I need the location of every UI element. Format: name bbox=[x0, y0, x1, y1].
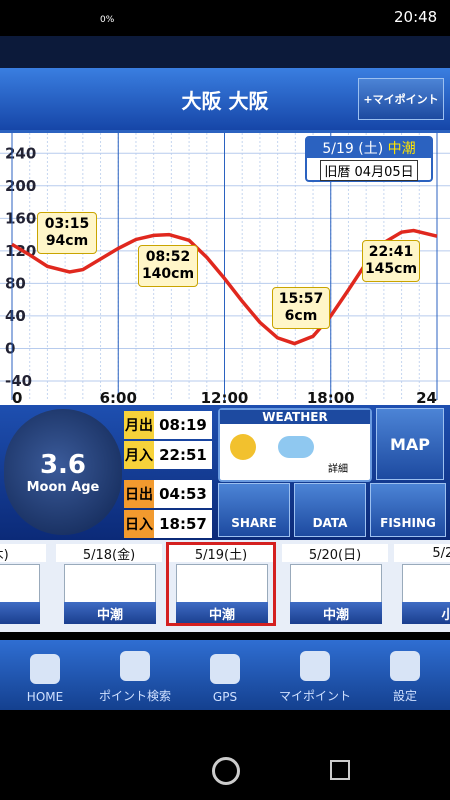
y-tick-label: 80 bbox=[5, 274, 26, 292]
tide-callout: 03:15 94cm bbox=[37, 212, 97, 254]
time: 08:19 bbox=[154, 411, 212, 439]
nav-icon bbox=[120, 651, 150, 681]
lunar-date: 旧暦 04月05日 bbox=[320, 159, 418, 181]
nav-label: HOME bbox=[26, 690, 64, 704]
tide-callout: 15:57 6cm bbox=[272, 287, 330, 329]
day-date: 5/21 bbox=[394, 544, 450, 562]
bottom-nav: HOME ポイント検索 GPS マイポイント 設定 bbox=[0, 640, 450, 710]
callout-time: 22:41 bbox=[368, 244, 414, 260]
nav-icon bbox=[390, 651, 420, 681]
x-tick-label: 12:00 bbox=[201, 389, 249, 407]
nav-icon bbox=[300, 651, 330, 681]
x-tick-label: 0 bbox=[12, 389, 22, 407]
day-wave bbox=[64, 564, 156, 604]
spacer bbox=[0, 36, 450, 68]
day-tide[interactable]: 潮 bbox=[0, 602, 40, 624]
day-strip: 7(木) 潮 5/18(金) 中潮 5/19(土) 中潮 5/20(日) 中潮 5/21 小 bbox=[0, 540, 450, 632]
data-button[interactable]: DATA bbox=[294, 483, 366, 537]
day-wave bbox=[0, 564, 40, 604]
time: 04:53 bbox=[154, 480, 212, 508]
day-date: 5/20(日) bbox=[282, 544, 388, 563]
nav-label: ポイント検索 bbox=[98, 689, 171, 703]
y-tick-label: 0 bbox=[5, 339, 15, 357]
day-tide[interactable]: 小 bbox=[402, 602, 450, 624]
nav-label: GPS bbox=[212, 690, 238, 704]
clock: 20:48 bbox=[394, 8, 438, 26]
callout-time: 03:15 bbox=[44, 216, 90, 232]
nav-label: マイポイント bbox=[278, 689, 351, 703]
home-key[interactable] bbox=[212, 757, 240, 785]
date-box: 5/19 (土) 中潮 旧暦 04月05日 bbox=[305, 136, 433, 182]
callout-height: 6cm bbox=[284, 308, 318, 324]
tide-callout: 08:52 140cm bbox=[138, 245, 198, 287]
weather-title: WEATHER bbox=[220, 410, 370, 424]
my-point-button[interactable]: +マイポイント bbox=[358, 78, 444, 120]
day-tide[interactable]: 中潮 bbox=[290, 602, 382, 624]
status-bar: 0% 20:48 bbox=[0, 0, 450, 36]
map-button[interactable]: MAP bbox=[376, 408, 444, 480]
tide-callout: 22:41 145cm bbox=[362, 240, 420, 282]
day-date: 5/19(土) bbox=[168, 544, 274, 563]
callout-height: 94cm bbox=[45, 233, 89, 249]
battery-saver: 0% bbox=[100, 15, 115, 25]
info-panel: 3.6 Moon Age 月出 08:19 月入 22:51 日出 04:53 … bbox=[0, 405, 450, 540]
system-nav bbox=[0, 710, 450, 800]
y-tick-label: 240 bbox=[5, 144, 36, 162]
date: 5/19 (土) bbox=[322, 140, 384, 157]
moon-age: 3.6 bbox=[39, 449, 87, 480]
y-tick-label: -40 bbox=[5, 372, 32, 390]
y-tick-label: 40 bbox=[5, 307, 26, 325]
recent-key[interactable] bbox=[330, 760, 350, 780]
x-tick-label: 18:00 bbox=[307, 389, 355, 407]
weather-panel[interactable]: WEATHER 詳細 bbox=[218, 408, 372, 482]
header-title: 大阪 大阪 bbox=[181, 88, 269, 113]
nav-item[interactable]: 設定 bbox=[360, 640, 450, 710]
label: 月入 bbox=[124, 441, 154, 469]
x-tick-label: 24 bbox=[416, 389, 437, 407]
selected-day bbox=[166, 542, 276, 626]
cloud-icon bbox=[278, 436, 314, 458]
label: 日入 bbox=[124, 510, 154, 538]
moon: 3.6 Moon Age bbox=[4, 409, 122, 535]
label: 月出 bbox=[124, 411, 154, 439]
sun-icon bbox=[230, 434, 256, 460]
moon-age-label: Moon Age bbox=[26, 479, 100, 495]
nav-item[interactable]: GPS bbox=[180, 640, 270, 710]
fishing-button[interactable]: FISHING bbox=[370, 483, 446, 537]
weather-detail: 詳細 bbox=[328, 464, 348, 475]
x-tick-label: 6:00 bbox=[100, 389, 137, 407]
nav-item[interactable]: ポイント検索 bbox=[90, 640, 180, 710]
day-tide[interactable]: 中潮 bbox=[64, 602, 156, 624]
header: 大阪 大阪 +マイポイント bbox=[0, 68, 450, 130]
time: 22:51 bbox=[154, 441, 212, 469]
callout-time: 15:57 bbox=[278, 291, 324, 307]
day-wave bbox=[290, 564, 382, 604]
nav-icon bbox=[210, 654, 240, 684]
nav-item[interactable]: HOME bbox=[0, 640, 90, 710]
callout-height: 145cm bbox=[364, 261, 418, 277]
y-tick-label: 200 bbox=[5, 177, 36, 195]
label: 日出 bbox=[124, 480, 154, 508]
day-date: 7(木) bbox=[0, 544, 46, 563]
tide-type: 中潮 bbox=[387, 140, 416, 157]
share-button[interactable]: SHARE bbox=[218, 483, 290, 537]
nav-icon bbox=[30, 654, 60, 684]
day-date: 5/18(金) bbox=[56, 544, 162, 563]
nav-item[interactable]: マイポイント bbox=[270, 640, 360, 710]
callout-height: 140cm bbox=[141, 266, 195, 282]
time: 18:57 bbox=[154, 510, 212, 538]
nav-label: 設定 bbox=[392, 689, 417, 703]
day-wave bbox=[402, 564, 450, 604]
callout-time: 08:52 bbox=[145, 249, 191, 265]
day-tide[interactable]: 中潮 bbox=[176, 602, 268, 624]
y-tick-label: 160 bbox=[5, 209, 36, 227]
